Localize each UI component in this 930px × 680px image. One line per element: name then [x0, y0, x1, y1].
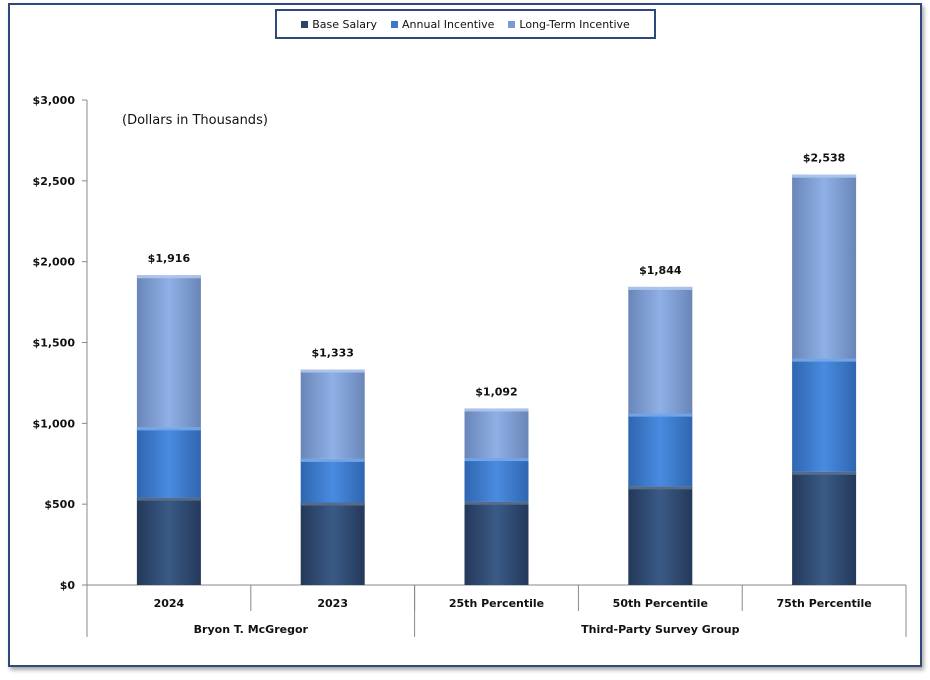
- bar-segment-long-term-incentive-cap: [792, 174, 857, 178]
- legend-label-annual-incentive: Annual Incentive: [402, 17, 495, 31]
- bar-segment-annual-incentive-cap: [464, 458, 529, 462]
- bar-segment-base-salary-cap: [136, 497, 201, 501]
- y-tick-label: $500: [44, 498, 75, 511]
- legend-swatch-annual-incentive: [391, 20, 399, 28]
- bar-segment-base-salary: [136, 497, 201, 585]
- legend-label-long-term-incentive: Long-Term Incentive: [519, 17, 630, 31]
- bar-segment-annual-incentive-cap: [792, 358, 857, 362]
- bar-segment-annual-incentive: [464, 458, 529, 502]
- bar-segment-annual-incentive: [300, 458, 365, 503]
- bar-segment-base-salary: [300, 502, 365, 585]
- total-data-label: $2,538: [803, 152, 845, 165]
- bar-segment-annual-incentive-cap: [300, 458, 365, 462]
- category-label: 2024: [154, 597, 185, 610]
- category-label: 2023: [317, 597, 348, 610]
- bar-segment-annual-incentive: [136, 427, 201, 498]
- chart-note: (Dollars in Thousands): [122, 113, 268, 128]
- bar-segment-base-salary-cap: [628, 486, 693, 490]
- bar-segment-long-term-incentive: [792, 174, 857, 359]
- legend-label-base-salary: Base Salary: [312, 17, 378, 31]
- total-data-label: $1,092: [475, 385, 517, 398]
- bar-segment-annual-incentive-cap: [136, 427, 201, 431]
- bar-segment-base-salary-cap: [792, 471, 857, 475]
- chart-legend: Base Salary Annual Incentive Long-Term I…: [275, 9, 656, 39]
- bar-segment-long-term-incentive: [136, 275, 201, 428]
- y-tick-label: $0: [60, 579, 76, 592]
- bar-segment-long-term-incentive-cap: [464, 408, 529, 412]
- y-tick-label: $2,000: [33, 256, 76, 269]
- y-tick-label: $2,500: [33, 175, 76, 188]
- bar-segment-long-term-incentive-cap: [628, 286, 693, 290]
- total-data-label: $1,333: [311, 346, 353, 359]
- bar-segment-long-term-incentive: [464, 408, 529, 459]
- legend-swatch-base-salary: [301, 20, 309, 28]
- legend-item-base-salary: Base Salary: [301, 18, 377, 31]
- bar-segment-base-salary: [464, 501, 529, 585]
- bar-segment-long-term-incentive: [300, 369, 365, 459]
- bar-segment-annual-incentive-cap: [628, 413, 693, 417]
- bar-segment-base-salary: [628, 486, 693, 585]
- category-label: 25th Percentile: [449, 597, 544, 610]
- legend-swatch-long-term-incentive: [508, 20, 516, 28]
- y-tick-label: $1,500: [33, 337, 76, 350]
- bar-segment-annual-incentive: [628, 413, 693, 487]
- category-label: 75th Percentile: [776, 597, 871, 610]
- bar-segment-base-salary: [792, 471, 857, 585]
- group-label: Bryon T. McGregor: [194, 623, 309, 636]
- bar-segment-long-term-incentive: [628, 286, 693, 414]
- group-label: Third-Party Survey Group: [581, 623, 739, 636]
- bar-segment-base-salary-cap: [464, 501, 529, 505]
- bar-segment-annual-incentive: [792, 358, 857, 472]
- total-data-label: $1,844: [639, 264, 682, 277]
- total-data-label: $1,916: [148, 252, 191, 265]
- bar-segment-base-salary-cap: [300, 502, 365, 506]
- category-label: 50th Percentile: [613, 597, 708, 610]
- legend-item-long-term-incentive: Long-Term Incentive: [508, 17, 630, 31]
- y-tick-label: $3,000: [33, 94, 76, 107]
- bar-segment-long-term-incentive-cap: [300, 369, 365, 373]
- y-tick-label: $1,000: [33, 417, 76, 430]
- legend-item-annual-incentive: Annual Incentive: [391, 18, 494, 31]
- bar-segment-long-term-incentive-cap: [136, 275, 201, 279]
